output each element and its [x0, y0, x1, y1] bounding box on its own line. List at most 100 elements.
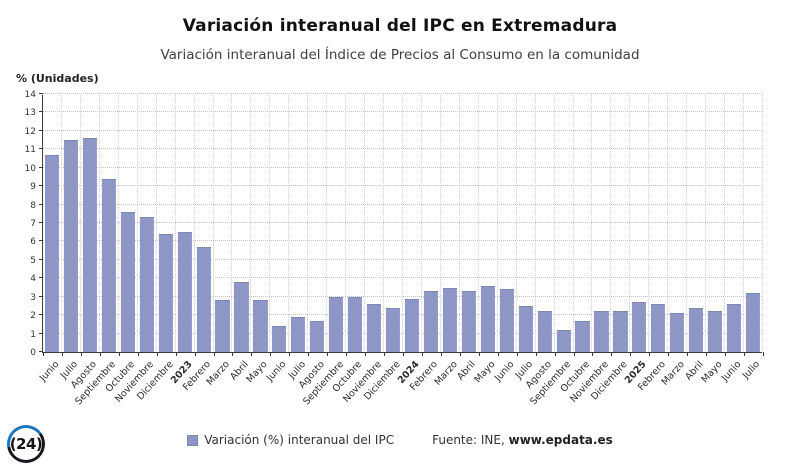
y-axis-label: 4: [30, 274, 36, 285]
bar-slot: [725, 95, 745, 352]
y-axis-label: 3: [30, 292, 36, 303]
bar-slot: [81, 95, 100, 352]
x-axis-label: Mayo: [472, 359, 498, 386]
bar-septiembre: [329, 296, 344, 352]
bar-mayo: [480, 285, 495, 352]
bar-slot: [232, 95, 252, 352]
x-tick-mark: [630, 352, 632, 356]
legend-swatch-icon: [187, 434, 199, 446]
bar-slot: [687, 95, 707, 352]
bar-mayo: [253, 300, 268, 352]
y-axis-label: 11: [24, 145, 36, 156]
y-axis-label: 6: [30, 237, 36, 248]
bar-slot: [384, 95, 403, 352]
bar-slot: [706, 95, 726, 352]
y-tick-mark: [39, 129, 43, 131]
x-tick-mark: [687, 352, 689, 356]
y-axis-label: 9: [30, 182, 36, 193]
x-tick-mark: [440, 352, 442, 356]
bar-diciembre: [613, 311, 628, 352]
bar-septiembre: [556, 329, 571, 352]
bar-slot: [119, 95, 138, 352]
bar-slot: [157, 95, 176, 352]
y-axis-label: 5: [30, 255, 36, 266]
x-tick-mark: [478, 352, 480, 356]
bar-slot: [100, 95, 119, 352]
y-tick-mark: [39, 111, 43, 113]
x-axis-label: Julio: [741, 359, 763, 382]
bar-slot: [62, 95, 81, 352]
bar-slot: [630, 95, 650, 352]
plot-area: [39, 93, 764, 356]
bar-slot: [460, 95, 479, 352]
x-tick-mark: [99, 352, 101, 356]
bar-slot: [403, 95, 422, 352]
x-axis-label: Mayo: [699, 359, 725, 386]
bar-slot: [289, 95, 309, 352]
bar-slot: [498, 95, 517, 352]
x-tick-mark: [80, 352, 82, 356]
bar-slot: [365, 95, 385, 352]
bar-julio: [63, 140, 78, 352]
x-tick-mark: [421, 352, 423, 356]
bar-diciembre: [158, 234, 173, 352]
x-axis-label: Junio: [492, 359, 517, 384]
bar-slot: [744, 95, 763, 352]
logo-text: (24): [10, 428, 43, 460]
x-tick-mark: [497, 352, 499, 356]
x-tick-mark: [346, 352, 348, 356]
x-tick-mark: [137, 352, 139, 356]
bar-slot: [195, 95, 214, 352]
x-tick-mark: [668, 352, 670, 356]
bar-noviembre: [594, 311, 609, 352]
bar-slot: [176, 95, 195, 352]
source-text: Fuente: INE, www.epdata.es: [432, 433, 613, 447]
bar-junio: [499, 289, 514, 352]
chart-footer: Variación (%) interanual del IPC Fuente:…: [0, 433, 800, 447]
bar-abril: [689, 307, 704, 352]
bar-junio: [272, 326, 287, 352]
y-tick-mark: [39, 185, 43, 187]
y-axis-title: % (Unidades): [16, 72, 99, 85]
y-tick-mark: [39, 222, 43, 223]
x-tick-mark: [403, 352, 404, 356]
gridline-h: [43, 93, 762, 94]
chart-title: Variación interanual del IPC en Extremad…: [182, 16, 618, 36]
bar-junio: [44, 154, 60, 352]
x-tick-mark: [649, 352, 651, 356]
legend-item: Variación (%) interanual del IPC: [187, 433, 394, 447]
source-site[interactable]: www.epdata.es: [508, 433, 613, 447]
bar-febrero: [423, 291, 438, 352]
bar-abril: [461, 291, 476, 352]
x-tick-mark: [232, 352, 234, 356]
bar-slot: [138, 95, 157, 352]
bar-slot: [611, 95, 631, 352]
bar-slot: [592, 95, 612, 352]
bar-slot: [668, 95, 688, 352]
chart-subtitle: Variación interanual del Índice de Preci…: [160, 47, 640, 63]
y-axis-label: 14: [24, 90, 36, 100]
bar-marzo: [215, 300, 230, 352]
y-tick-mark: [39, 351, 43, 352]
bar-slot: [43, 95, 62, 352]
x-tick-mark: [327, 352, 329, 356]
y-tick-mark: [39, 332, 43, 334]
y-tick-mark: [39, 148, 43, 150]
bar-julio: [291, 317, 306, 352]
x-tick-mark: [706, 352, 708, 356]
x-tick-mark: [725, 352, 727, 356]
x-tick-mark: [554, 352, 556, 356]
x-tick-mark: [43, 352, 44, 356]
y-axis-label: 1: [30, 329, 36, 340]
bar-slot: [649, 95, 669, 352]
y-tick-mark: [39, 240, 43, 242]
bar-octubre: [348, 296, 363, 352]
bar-agosto: [82, 138, 97, 352]
y-tick-mark: [39, 93, 43, 94]
y-tick-mark: [39, 314, 43, 316]
x-tick-mark: [118, 352, 120, 356]
x-axis-label: Junio: [37, 359, 62, 384]
y-axis-label: 0: [30, 348, 36, 358]
bar-slot: [479, 95, 498, 352]
